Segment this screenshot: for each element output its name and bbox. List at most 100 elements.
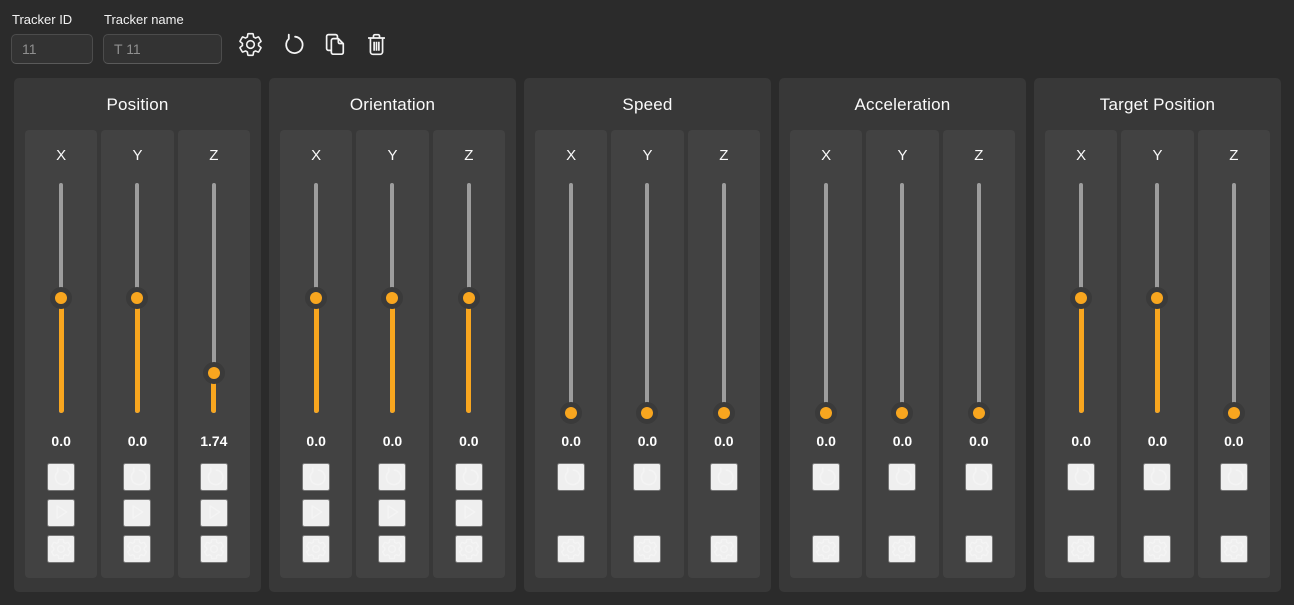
vertical-slider-x[interactable] — [280, 183, 352, 413]
axis-settings-button[interactable] — [1219, 535, 1248, 563]
slider-thumb[interactable] — [126, 287, 149, 309]
slider-thumb[interactable] — [305, 287, 328, 309]
vertical-slider-y[interactable] — [101, 183, 173, 413]
reset-axis-button[interactable] — [888, 463, 917, 491]
slider-thumb-dot — [207, 366, 220, 379]
vertical-slider-z[interactable] — [178, 183, 250, 413]
axis-settings-button[interactable] — [633, 535, 662, 563]
delete-button[interactable] — [361, 30, 392, 61]
reset-axis-button[interactable] — [199, 463, 228, 491]
axis-label: X — [1076, 147, 1087, 164]
slider-thumb[interactable] — [712, 402, 735, 424]
vertical-slider-y[interactable] — [1121, 183, 1193, 413]
slider-thumb[interactable] — [381, 287, 404, 309]
slider-thumb[interactable] — [891, 402, 914, 424]
slider-thumb-dot — [1075, 292, 1088, 304]
vertical-slider-z[interactable] — [688, 183, 760, 424]
slider-fill — [466, 298, 472, 413]
slider-thumb-dot — [641, 407, 654, 419]
axis-settings-button[interactable] — [709, 535, 738, 563]
axis-settings-button[interactable] — [1143, 535, 1172, 563]
gear-icon — [237, 31, 264, 61]
play-axis-button[interactable] — [378, 499, 407, 527]
panel-title: Speed — [622, 95, 673, 114]
gear-icon — [967, 538, 991, 564]
top-toolbar: Tracker ID Tracker name — [0, 0, 1294, 78]
vertical-slider-y[interactable] — [356, 183, 428, 413]
undo-icon — [49, 467, 73, 492]
axis-column-y: Y 0.0 — [866, 130, 939, 578]
panel-title: Position — [106, 95, 169, 114]
axis-settings-button[interactable] — [47, 535, 76, 564]
reset-axis-button[interactable] — [964, 463, 993, 491]
play-axis-button[interactable] — [302, 499, 331, 527]
slider-thumb[interactable] — [560, 402, 583, 424]
slider-thumb[interactable] — [1146, 287, 1169, 309]
reset-axis-button[interactable] — [557, 463, 586, 491]
slider-thumb[interactable] — [815, 402, 838, 424]
reset-axis-button[interactable] — [123, 463, 152, 492]
reset-axis-button[interactable] — [633, 463, 662, 491]
panels-container: Position X 0.0 Y 0.0 Z 1.74 Orientation X 0.0 Y 0.0… — [14, 78, 1281, 592]
play-icon — [50, 505, 72, 526]
duplicate-button[interactable] — [319, 30, 350, 61]
play-axis-button[interactable] — [454, 499, 483, 527]
play-axis-button[interactable] — [123, 499, 152, 527]
axis-settings-button[interactable] — [1067, 535, 1096, 563]
vertical-slider-y[interactable] — [866, 183, 938, 424]
play-icon — [381, 505, 403, 526]
slider-thumb[interactable] — [457, 287, 480, 309]
axis-settings-button[interactable] — [557, 535, 586, 563]
slider-thumb[interactable] — [50, 287, 73, 309]
settings-button[interactable] — [235, 30, 266, 61]
slider-thumb-dot — [131, 292, 144, 304]
vertical-slider-x[interactable] — [790, 183, 862, 424]
tracker-id-input[interactable] — [11, 34, 93, 64]
slider-thumb[interactable] — [1070, 287, 1093, 309]
axis-settings-button[interactable] — [123, 535, 152, 563]
reset-axis-button[interactable] — [1219, 463, 1248, 491]
slider-thumb[interactable] — [1222, 402, 1245, 424]
vertical-slider-x[interactable] — [535, 183, 607, 424]
slider-thumb[interactable] — [202, 361, 225, 384]
axis-label: X — [566, 147, 577, 164]
vertical-slider-x[interactable] — [25, 183, 97, 413]
reset-button[interactable] — [277, 30, 308, 61]
slider-fill — [58, 298, 64, 413]
undo-icon — [304, 467, 328, 492]
reset-axis-button[interactable] — [709, 463, 738, 491]
reset-axis-button[interactable] — [454, 463, 483, 491]
slider-thumb[interactable] — [967, 402, 990, 424]
reset-axis-button[interactable] — [302, 463, 331, 492]
slider-thumb-dot — [310, 292, 323, 304]
reset-axis-button[interactable] — [812, 463, 841, 491]
reset-axis-button[interactable] — [1143, 463, 1172, 491]
vertical-slider-x[interactable] — [1045, 183, 1117, 413]
play-axis-button[interactable] — [199, 499, 228, 527]
axis-label: Y — [642, 147, 653, 164]
slider-thumb-dot — [820, 407, 833, 419]
slider-thumb-dot — [386, 292, 399, 304]
gear-icon — [49, 538, 73, 564]
vertical-slider-z[interactable] — [1198, 183, 1270, 424]
axis-settings-button[interactable] — [378, 535, 407, 563]
axis-settings-button[interactable] — [454, 535, 483, 563]
vertical-slider-y[interactable] — [611, 183, 683, 424]
play-axis-button[interactable] — [47, 499, 76, 527]
vertical-slider-z[interactable] — [433, 183, 505, 413]
reset-axis-button[interactable] — [1067, 463, 1096, 491]
vertical-slider-z[interactable] — [943, 183, 1015, 424]
axis-settings-button[interactable] — [302, 535, 331, 563]
slider-thumb-dot — [55, 292, 68, 304]
axis-settings-button[interactable] — [812, 535, 841, 563]
slider-thumb-dot — [1151, 292, 1164, 304]
axis-settings-button[interactable] — [964, 535, 993, 564]
undo-icon — [125, 467, 149, 492]
tracker-name-input[interactable] — [103, 34, 222, 64]
reset-axis-button[interactable] — [47, 463, 76, 492]
axis-settings-button[interactable] — [199, 535, 228, 563]
reset-axis-button[interactable] — [378, 463, 407, 491]
slider-track — [569, 183, 574, 413]
axis-settings-button[interactable] — [888, 535, 917, 563]
slider-thumb[interactable] — [636, 402, 659, 424]
